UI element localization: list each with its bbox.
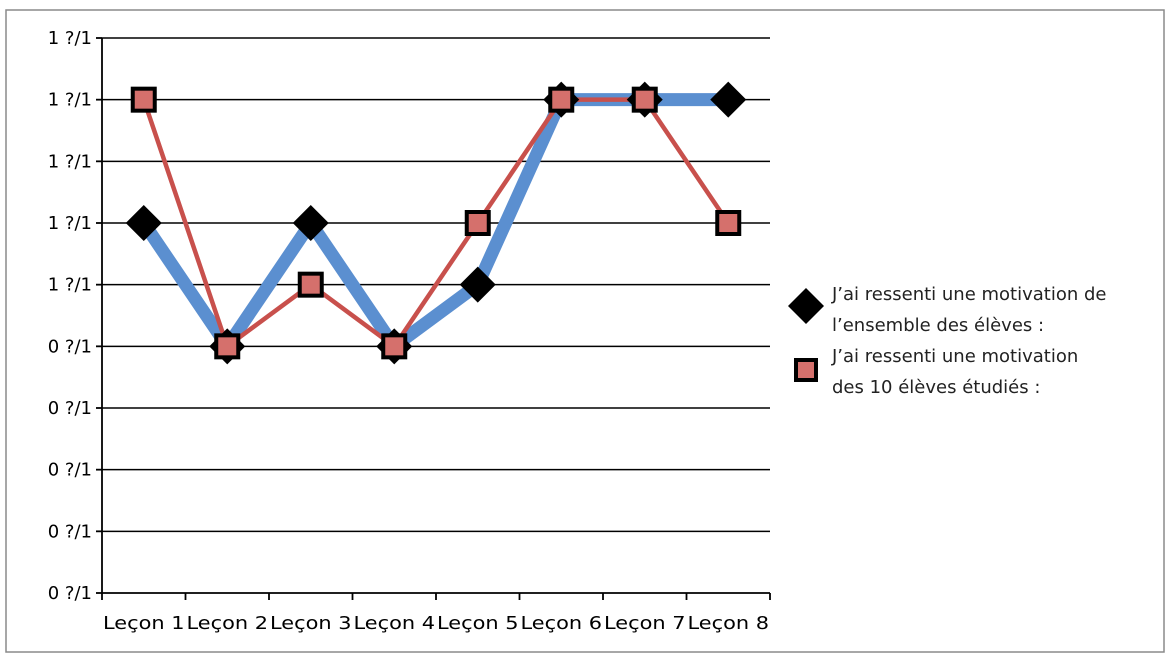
legend-label: J’ai ressenti une motivation [831,346,1078,367]
y-axis-tick-labels: 0 ?/1 0 ?/1 0 ?/1 0 ?/1 0 ?/1 1 ?/1 1 ?/1 1 ?/1… [48,28,102,604]
x-axis-category-labels: Leçon 1 Leçon 2 Leçon 3 Leçon 4 Leçon 5 Leçon… [103,613,769,634]
x-axis-tick-marks [101,593,771,600]
series-2-square-marker [715,210,742,236]
series-2-square-marker [631,86,658,113]
y-tick-label: 0 ?/1 [48,583,92,604]
series-2-square-marker [381,333,408,360]
chart-frame [5,9,1165,653]
x-category-label: Leçon 7 [604,613,686,634]
y-tick-label: 0 ?/1 [48,460,92,481]
y-tick-label: 1 ?/1 [48,275,92,296]
y-tick-label: 1 ?/1 [48,151,92,172]
x-category-label: Leçon 4 [354,613,436,634]
series-1-diamond-marker [125,205,162,241]
series-2-square-marker [548,86,575,113]
x-category-label: Leçon 3 [270,613,352,634]
y-tick-label: 0 ?/1 [48,336,92,357]
legend-label: l’ensemble des élèves : [832,315,1044,336]
y-tick-label: 0 ?/1 [48,521,92,542]
series-2-square-marker [464,210,491,236]
x-category-label: Leçon 2 [187,613,269,634]
series-2-square-marker [214,333,241,360]
x-category-label: Leçon 6 [521,613,603,634]
x-category-label: Leçon 8 [688,613,770,634]
y-tick-label: 1 ?/1 [48,90,92,111]
legend-diamond-marker [788,288,824,324]
y-tick-label: 0 ?/1 [48,398,92,419]
x-category-label: Leçon 5 [437,613,519,634]
series-1-diamond-marker [459,266,496,303]
axes [101,38,770,594]
y-tick-label: 1 ?/1 [48,213,92,234]
series-1-diamond-marker [710,81,747,118]
legend-square-marker [794,358,818,382]
legend-label: J’ai ressenti une motivation de [831,284,1106,305]
series-2-square-marker [130,86,157,113]
series-1-diamond-marker [292,205,329,241]
series-markers [125,81,747,365]
series-2-square-marker [297,271,324,298]
legend-label: des 10 élèves étudiés : [832,377,1040,398]
legend: J’ai ressenti une motivation de l’ensembl… [788,284,1106,398]
x-category-label: Leçon 1 [103,613,185,634]
y-tick-label: 1 ?/1 [48,28,92,49]
